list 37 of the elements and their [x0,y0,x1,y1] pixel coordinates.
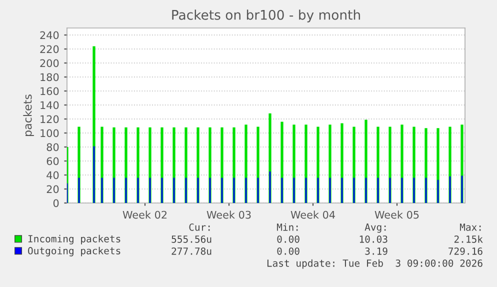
x-tick-label: Week 03 [206,210,251,219]
text: 0.00 [277,235,300,243]
y-tick-label: 120 [40,115,59,124]
x-tick-label: Week 04 [290,210,335,219]
bar [280,122,284,203]
text: 0.00 [277,247,300,255]
text: 10.03 [360,235,388,243]
y-tick-label: 20 [46,185,59,194]
bar [436,128,440,203]
y-tick-label: 180 [40,73,59,82]
y-tick-label: 220 [40,45,59,54]
y-tick-label: 40 [46,171,59,180]
text: 2.15k [454,235,483,243]
y-tick-label: 240 [40,31,59,40]
y-tick-label: 140 [40,101,59,110]
y-tick-label: 80 [46,143,59,152]
x-tick-label: Week 02 [122,210,167,219]
y-tick-label: 160 [40,87,59,96]
text: 3.19 [365,247,388,255]
text: Min: [276,223,298,231]
text: 277.78u [172,247,212,255]
bar [364,120,368,203]
y-axis-title: packets [23,94,34,136]
y-tick-label: 0 [53,199,59,208]
x-tick-label: Week 05 [374,210,419,219]
text: Max: [460,224,481,231]
y-tick-label: 200 [40,59,59,68]
text: Last update: Tue Feb 3 09:00:00 2026 [267,259,482,269]
legend-label: Outgoing packets [28,246,120,256]
legend-label: Incoming packets [28,234,120,244]
text: 729.16 [448,247,482,255]
text: Avg: [364,224,386,233]
text: 555.56u [172,235,212,243]
chart-title: Packets on br100 - by month [172,10,360,22]
y-tick-label: 60 [46,157,59,166]
y-tick-label: 100 [40,129,59,138]
text: Cur: [189,223,210,231]
